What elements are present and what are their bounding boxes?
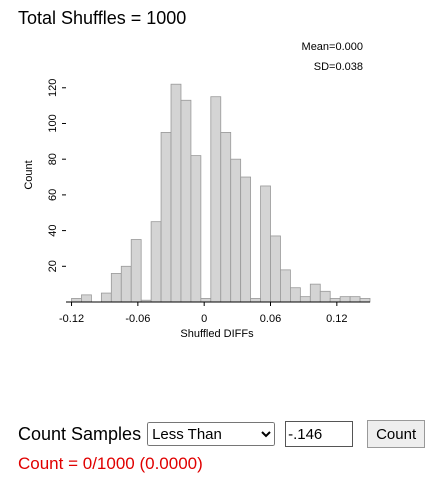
bar xyxy=(180,99,192,303)
bar xyxy=(130,239,142,303)
bar xyxy=(290,287,301,303)
comparison-select[interactable]: Less Than xyxy=(147,422,276,446)
bar xyxy=(190,155,202,303)
title: Total Shuffles = 1000 xyxy=(18,8,187,28)
count-button[interactable]: Count xyxy=(367,420,426,448)
bar xyxy=(299,296,311,303)
bar xyxy=(349,296,361,303)
bar xyxy=(309,283,321,303)
x-tick-label: 0.06 xyxy=(260,313,281,325)
bar xyxy=(160,132,172,303)
y-tick-label: 100 xyxy=(47,114,59,132)
y-tick-label: 60 xyxy=(47,189,59,201)
bar xyxy=(81,294,92,303)
x-tick-label: -0.06 xyxy=(125,313,150,325)
bar xyxy=(270,235,281,303)
bar xyxy=(170,83,182,303)
bar xyxy=(329,298,341,303)
bar xyxy=(250,298,261,303)
x-tick-label: 0 xyxy=(201,313,207,325)
y-tick-label: 80 xyxy=(47,153,59,165)
control-label: Count Samples xyxy=(18,423,142,444)
bar xyxy=(280,269,291,303)
result: Count = 0/1000 (0.0000) xyxy=(18,454,203,473)
bar xyxy=(120,265,132,303)
y-tick-label: 120 xyxy=(47,79,59,97)
x-axis-label: Shuffled DIFFs xyxy=(180,328,254,340)
bar xyxy=(260,185,271,303)
bar xyxy=(339,296,351,303)
annotation: Mean=0.000 xyxy=(302,41,363,53)
bar xyxy=(150,221,162,303)
bar xyxy=(319,290,331,303)
bar xyxy=(71,298,82,303)
x-tick-label: -0.12 xyxy=(59,313,84,325)
y-tick-label: 40 xyxy=(47,224,59,236)
bar xyxy=(220,132,232,303)
chart: Mean=0.000 SD=0.038 Shuffled DIFFs Count… xyxy=(23,41,371,340)
y-tick-label: 20 xyxy=(47,260,59,272)
bar xyxy=(359,298,371,303)
bar xyxy=(200,298,212,303)
bar xyxy=(110,273,122,303)
annotation: SD=0.038 xyxy=(314,61,363,73)
y-axis-label: Count xyxy=(23,160,35,189)
threshold-input[interactable] xyxy=(285,421,354,447)
bar xyxy=(100,292,112,303)
bar xyxy=(240,176,252,303)
x-tick-label: 0.12 xyxy=(326,313,347,325)
controls: Count Samples Less Than Count xyxy=(18,420,426,448)
bar xyxy=(230,158,242,303)
bar xyxy=(210,96,222,303)
